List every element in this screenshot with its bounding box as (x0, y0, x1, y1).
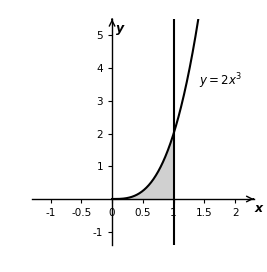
Text: x: x (255, 202, 263, 215)
Text: y: y (116, 22, 124, 35)
Text: $y = 2x^3$: $y = 2x^3$ (199, 72, 243, 91)
